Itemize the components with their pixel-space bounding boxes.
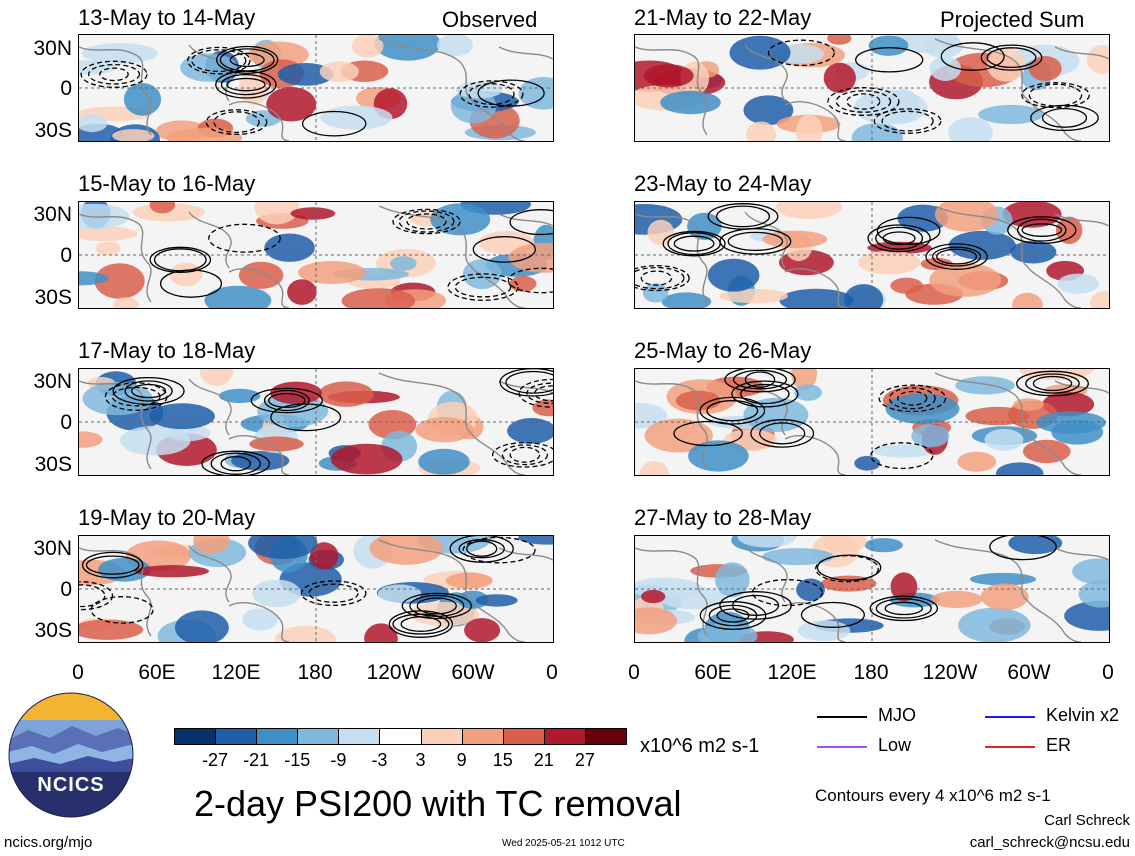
map-panel-left-4: [78, 535, 554, 643]
panel-title-left-2: 15-May to 16-May: [78, 171, 256, 196]
panel-title-right-1: 21-May to 22-May: [634, 5, 812, 30]
colorbar-swatch: [256, 728, 299, 745]
legend-line-kelvin: [985, 716, 1035, 718]
lat-label-eq: 0: [60, 578, 72, 601]
colorbar-tick-label: 3: [415, 750, 426, 770]
lat-label-30n: 30N: [33, 537, 72, 560]
legend-line-low: [817, 746, 867, 748]
colorbar-swatch: [584, 728, 627, 745]
lon-label: 60E: [138, 661, 176, 684]
lon-label: 0: [546, 661, 558, 684]
logo-text: NCICS: [37, 774, 105, 796]
lon-label: 60W: [451, 661, 495, 684]
colorbar-tick-label: 21: [533, 750, 554, 770]
lon-label: 60E: [694, 661, 732, 684]
lon-label: 60W: [1007, 661, 1051, 684]
map-panel-right-1: [634, 34, 1110, 142]
colorbar-swatch: [215, 728, 258, 745]
lat-label-30n: 30N: [33, 37, 72, 60]
panel-title-right-2: 23-May to 24-May: [634, 171, 812, 196]
lon-label: 120E: [767, 661, 817, 684]
legend-label-kelvin: Kelvin x2: [1046, 705, 1120, 725]
lat-label-eq: 0: [60, 77, 72, 100]
lat-label-30n: 30N: [33, 370, 72, 393]
lon-label: 120E: [211, 661, 261, 684]
lon-label: 180: [297, 661, 333, 684]
colorbar-units: x10^6 m2 s-1: [640, 735, 760, 757]
lon-label: 0: [1102, 661, 1114, 684]
colorbar-tick-label: 27: [574, 750, 595, 770]
legend-label-mjo: MJO: [878, 705, 916, 725]
colorbar-tick-label: -9: [330, 750, 347, 770]
colorbar-tick-label: -27: [202, 750, 229, 770]
colorbar-swatch: [174, 728, 217, 745]
panel-label-observed: Observed: [442, 7, 538, 32]
colorbar-swatch: [338, 728, 381, 745]
colorbar-tick-label: 15: [492, 750, 513, 770]
map-panel-right-2: [634, 201, 1110, 309]
lon-label: 180: [853, 661, 889, 684]
colorbar-swatch: [461, 728, 504, 745]
map-panel-left-2: [78, 201, 554, 309]
legend-label-er: ER: [1046, 735, 1072, 755]
colorbar-swatch: [543, 728, 586, 745]
panel-title-left-4: 19-May to 20-May: [78, 505, 256, 530]
colorbar-tick-label: -21: [243, 750, 270, 770]
footer-author: Carl Schreck: [1044, 812, 1130, 829]
legend-line-er: [985, 746, 1035, 748]
main-title: 2-day PSI200 with TC removal: [194, 783, 682, 824]
colorbar-swatch: [502, 728, 545, 745]
lat-label-30s: 30S: [34, 453, 72, 476]
lat-label-eq: 0: [60, 244, 72, 267]
legend-line-mjo: [817, 716, 867, 718]
colorbar-swatch: [297, 728, 340, 745]
colorbar-swatch: [420, 728, 463, 745]
ncics-logo: NCICS: [8, 692, 134, 818]
lon-label: 120W: [366, 661, 422, 684]
lat-label-30n: 30N: [33, 203, 72, 226]
panel-title-right-4: 27-May to 28-May: [634, 505, 812, 530]
panel-title-left-1: 13-May to 14-May: [78, 5, 256, 30]
colorbar-swatch: [379, 728, 422, 745]
lat-label-30s: 30S: [34, 119, 72, 142]
lat-label-eq: 0: [60, 411, 72, 434]
map-panel-right-3: [634, 368, 1110, 476]
panel-label-projected: Projected Sum: [940, 7, 1085, 32]
colorbar-tick-label: -3: [371, 750, 388, 770]
footer-timestamp: Wed 2025-05-21 1012 UTC: [502, 838, 625, 849]
lon-label: 0: [72, 661, 84, 684]
lon-label: 0: [628, 661, 640, 684]
footer-email[interactable]: carl_schreck@ncsu.edu: [969, 834, 1130, 851]
map-panel-left-1: [78, 34, 554, 142]
colorbar-tick-label: 9: [456, 750, 467, 770]
lat-label-30s: 30S: [34, 286, 72, 309]
map-panel-right-4: [634, 535, 1110, 643]
colorbar-tick-label: -15: [284, 750, 311, 770]
footer-url[interactable]: ncics.org/mjo: [4, 834, 93, 851]
map-panel-left-3: [78, 368, 554, 476]
contour-note: Contours every 4 x10^6 m2 s-1: [815, 786, 1051, 805]
lat-label-30s: 30S: [34, 619, 72, 642]
lon-label: 120W: [922, 661, 978, 684]
panel-title-left-3: 17-May to 18-May: [78, 338, 256, 363]
legend-label-low: Low: [878, 735, 912, 755]
panel-title-right-3: 25-May to 26-May: [634, 338, 812, 363]
